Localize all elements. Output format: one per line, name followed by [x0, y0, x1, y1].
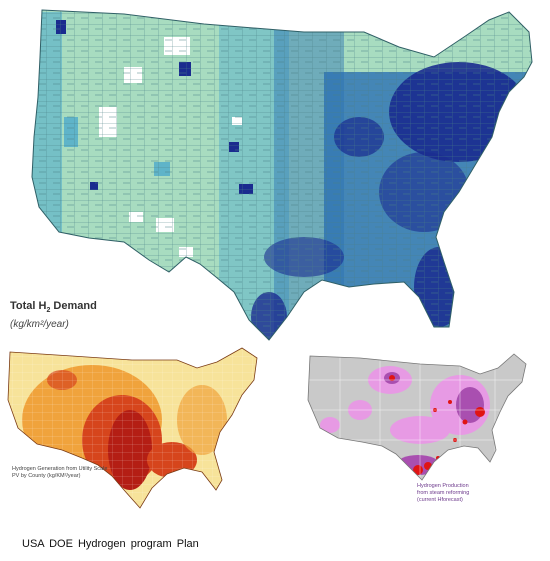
legend-unit: (kg/km²/year) [10, 319, 69, 330]
legend-title-main: Total H [10, 300, 47, 312]
footer-caption: USA DOE Hydrogen program Plan [22, 538, 199, 550]
pv-generation-map [2, 340, 264, 512]
pv-map-caption: Hydrogen Generation from Utility Scale P… [12, 466, 108, 480]
steam-reforming-map [300, 350, 530, 485]
legend-subscript: 2 [46, 307, 51, 315]
hydrogen-demand-map [4, 2, 544, 344]
legend-title-suffix: Demand [50, 300, 97, 312]
legend-title: Total H2 Demand [10, 300, 97, 314]
reform-map-caption: Hydrogen Production from steam reforming… [417, 483, 470, 504]
